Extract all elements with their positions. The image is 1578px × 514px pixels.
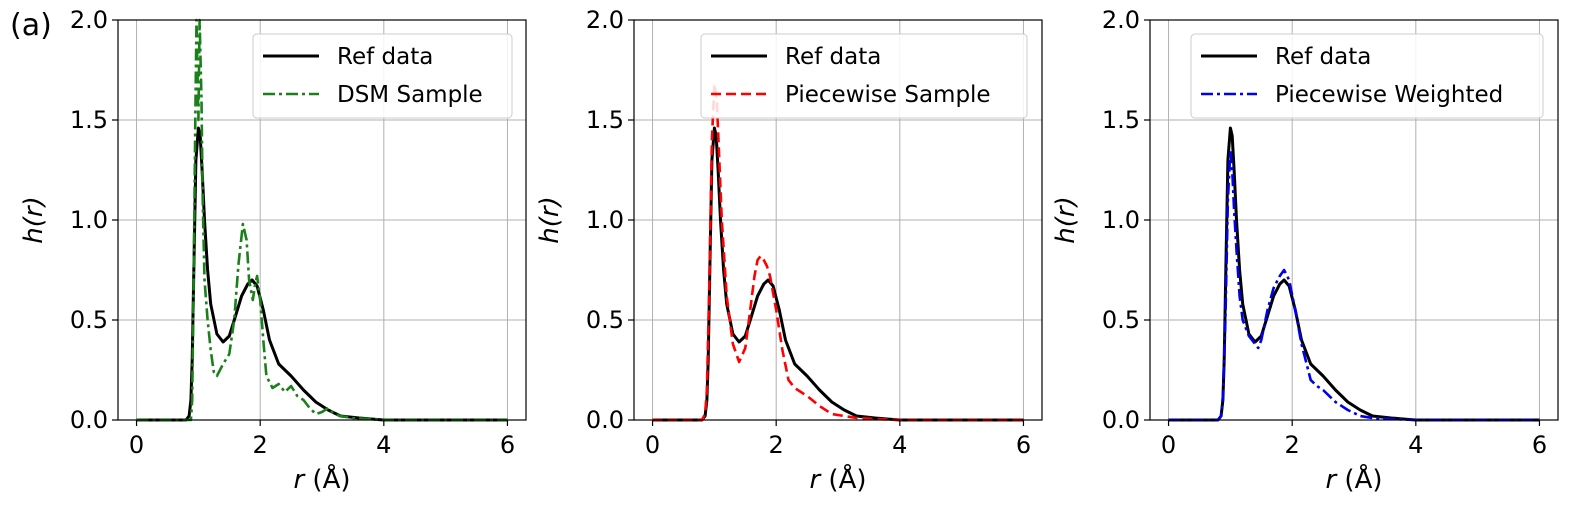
- series-line-piecewise-sample: [652, 82, 1024, 422]
- x-axis-label-unit: (Å): [304, 463, 350, 495]
- x-axis-label-variable: r: [809, 465, 822, 495]
- x-tick-label: 4: [1408, 431, 1423, 459]
- x-tick-label: 0: [129, 431, 144, 459]
- chart-panel-1: 0 2 4 6 0.0 0.5 1.0 1.5 2.0 r (Å) h(r) Ref data DSM …: [19, 6, 527, 495]
- y-tick-label: 2.0: [70, 6, 108, 34]
- y-tick-label: 0.5: [1102, 306, 1140, 334]
- x-axis-label: r (Å): [293, 463, 350, 495]
- legend-label: Ref data: [1275, 44, 1371, 70]
- y-tick-label: 1.5: [586, 106, 624, 134]
- x-tick-label: 2: [1285, 431, 1300, 459]
- x-tick-label: 6: [1532, 431, 1547, 459]
- y-tick-label: 0.5: [70, 306, 108, 334]
- legend-box: [1190, 33, 1544, 119]
- y-tick-label: 1.0: [586, 206, 624, 234]
- x-tick-label: 0: [645, 431, 660, 459]
- x-tick-label: 6: [1016, 431, 1031, 459]
- y-axis-label: h(r): [1051, 196, 1081, 243]
- x-tick-label: 6: [500, 431, 515, 459]
- y-tick-label: 2.0: [586, 6, 624, 34]
- y-tick-label: 2.0: [1102, 6, 1140, 34]
- y-tick-label: 1.5: [70, 106, 108, 134]
- panel-label: (a): [10, 8, 52, 43]
- legend-label: Ref data: [337, 44, 433, 70]
- y-tick-label: 0.5: [586, 306, 624, 334]
- x-tick-label: 4: [892, 431, 907, 459]
- x-tick-label: 2: [769, 431, 784, 459]
- x-tick-label: 4: [376, 431, 391, 459]
- series-line-dsm-sample: [136, 18, 508, 422]
- y-tick-label: 1.0: [1102, 206, 1140, 234]
- y-tick-label: 0.0: [586, 406, 624, 434]
- y-tick-label: 0.0: [1102, 406, 1140, 434]
- y-axis-label: h(r): [19, 196, 49, 243]
- x-axis-label-variable: r: [1325, 465, 1338, 495]
- series-line-piecewise-weighted: [1168, 148, 1540, 422]
- legend-box: [700, 33, 1028, 119]
- legend-label: Piecewise Weighted: [1275, 82, 1503, 108]
- x-axis-label-unit: (Å): [1336, 463, 1382, 495]
- chart-panel-2: 0 2 4 6 0.0 0.5 1.0 1.5 2.0 r (Å) h(r) Ref data Piec…: [535, 6, 1043, 495]
- y-tick-label: 1.0: [70, 206, 108, 234]
- x-axis-label: r (Å): [809, 463, 866, 495]
- legend-label: Piecewise Sample: [785, 82, 991, 108]
- y-tick-label: 1.5: [1102, 106, 1140, 134]
- x-tick-label: 0: [1161, 431, 1176, 459]
- legend-label: DSM Sample: [337, 82, 483, 108]
- x-axis-label-variable: r: [293, 465, 306, 495]
- legend-label: Ref data: [785, 44, 881, 70]
- chart-panel-3: 0 2 4 6 0.0 0.5 1.0 1.5 2.0 r (Å) h(r) Ref data Piec…: [1051, 6, 1559, 495]
- x-axis-label-unit: (Å): [820, 463, 866, 495]
- x-tick-label: 2: [253, 431, 268, 459]
- y-axis-label: h(r): [535, 196, 565, 243]
- y-tick-label: 0.0: [70, 406, 108, 434]
- x-axis-label: r (Å): [1325, 463, 1382, 495]
